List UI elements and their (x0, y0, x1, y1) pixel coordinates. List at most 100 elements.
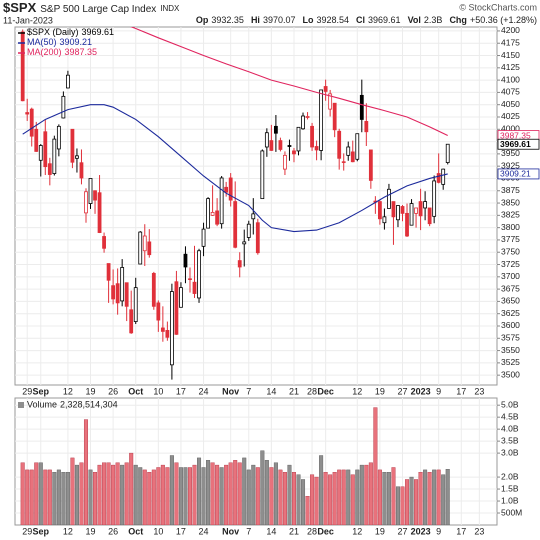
volume-bar (29, 469, 34, 525)
candle-body (201, 228, 206, 247)
y-tick-label: 5.0B (501, 399, 519, 409)
candle-body (255, 222, 260, 254)
candle-body (165, 330, 170, 338)
volume-bar (120, 464, 125, 525)
y-tick-label: 3.0B (501, 447, 519, 457)
candle-body (115, 283, 120, 304)
volume-bar (88, 469, 93, 525)
volume-bar (255, 467, 260, 525)
legend-entry: $SPX (Daily) 3969.61 (27, 27, 114, 37)
candle-body (38, 145, 43, 161)
x-tick-label: 27 (397, 526, 407, 536)
stat-value: +50.36 (+1.28%) (470, 15, 537, 25)
candle-body (296, 126, 301, 152)
volume-bar (269, 467, 274, 525)
volume-bar (368, 462, 373, 525)
volume-bar (427, 472, 432, 525)
candle-body (427, 207, 432, 225)
x-tick-label: Nov (222, 526, 239, 536)
chart-title: $SPX S&P 500 Large Cap Index INDX (3, 0, 180, 15)
x-tick-label: 2023 (411, 386, 431, 396)
x-tick-label: Sep (33, 526, 50, 536)
stat-label: Hi (251, 15, 260, 25)
x-tick-label: 19 (375, 526, 385, 536)
value-box-label: 3969.61 (500, 139, 531, 149)
y-tick-label: 3750 (501, 246, 520, 256)
candle-body (319, 89, 324, 151)
volume-bar (83, 419, 88, 525)
volume-bar (287, 464, 292, 525)
candle-body (400, 206, 405, 214)
candle-body (305, 116, 310, 118)
volume-bar (418, 472, 423, 525)
candle-body (174, 281, 179, 335)
candle-body (192, 281, 197, 294)
candle-body (97, 192, 102, 233)
x-tick-label: 12 (352, 386, 362, 396)
volume-bar (436, 469, 441, 525)
candle-body (124, 282, 129, 307)
volume-bar (115, 462, 120, 525)
value-box (497, 138, 540, 150)
candle-body (93, 190, 97, 201)
candle-body (47, 163, 52, 175)
legend-name: MA(200) (27, 47, 62, 57)
candle-body (25, 112, 30, 115)
volume-bar (20, 462, 25, 525)
stat-label: Vol (408, 15, 421, 25)
y-tick-label: 1.0B (501, 495, 519, 505)
volume-bar (79, 462, 84, 525)
volume-bar (237, 462, 242, 525)
candle-body (323, 86, 328, 92)
y-tick-label: 3625 (501, 308, 520, 318)
x-tick-label: Dec (317, 386, 334, 396)
x-tick-label: 12 (63, 386, 73, 396)
y-tick-label: 3800 (501, 222, 520, 232)
candle-body (169, 291, 174, 366)
volume-bar (56, 469, 61, 525)
x-tick-label: 27 (397, 386, 407, 396)
y-tick-label: 3600 (501, 320, 520, 330)
candle-body (43, 131, 48, 168)
y-tick-label: 3650 (501, 296, 520, 306)
moving-average-line (130, 27, 448, 137)
volume-bar (192, 464, 197, 525)
volume-bar (314, 476, 319, 525)
x-tick-label: 17 (176, 386, 186, 396)
volume-bar (156, 467, 161, 525)
volume-bar (291, 472, 296, 525)
candle-body (79, 162, 84, 179)
volume-bar (395, 486, 400, 525)
candle-body (355, 133, 360, 160)
legend-name: $SPX (Daily) (27, 27, 79, 37)
x-tick-label: 23 (474, 386, 484, 396)
x-tick-label: 17 (456, 386, 466, 396)
candle-body (20, 31, 25, 102)
legend-entry: MA(50) 3909.21 (27, 37, 92, 47)
legend-entry: MA(200) 3987.35 (27, 47, 97, 57)
volume-bar (151, 469, 156, 525)
x-tick-label: 17 (176, 526, 186, 536)
volume-bar (441, 474, 446, 525)
candle-body (106, 263, 111, 281)
volume-bar (183, 467, 188, 525)
candle-body (423, 201, 428, 209)
stat-value: 3928.54 (316, 15, 349, 25)
candle-body (269, 140, 274, 151)
volume-bar (409, 476, 414, 525)
candle-body (129, 309, 134, 334)
x-tick-label: 14 (266, 386, 276, 396)
volume-bar (301, 479, 306, 525)
candle-body (160, 327, 165, 332)
candle-body (246, 223, 251, 238)
volume-bar (224, 464, 229, 525)
volume-bar (296, 474, 301, 525)
x-tick-label: 26 (108, 526, 118, 536)
volume-bar (400, 486, 405, 525)
candle-body (138, 231, 143, 265)
volume-bar (160, 464, 165, 525)
volume-bar (414, 479, 419, 525)
stat-label: Cl (356, 15, 365, 25)
candle-body (368, 149, 373, 181)
price-panel (14, 26, 498, 386)
